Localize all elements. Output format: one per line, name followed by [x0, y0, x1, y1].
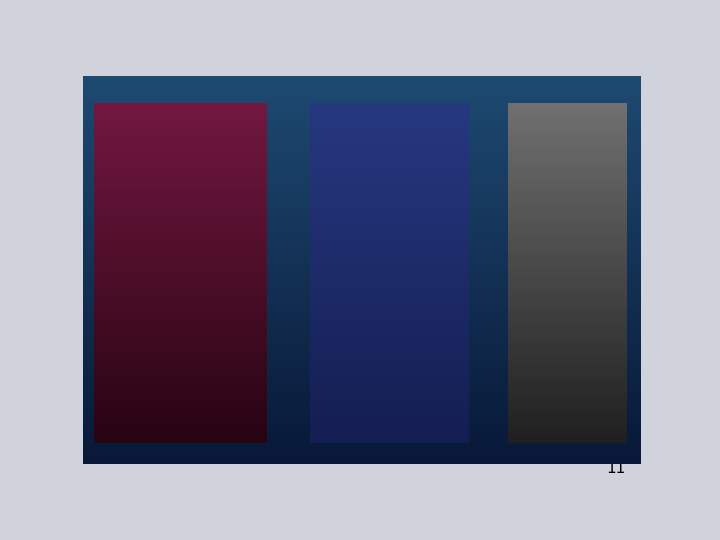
Text: $x_1$: $x_1$	[183, 167, 202, 184]
Text: 100: 100	[217, 236, 247, 251]
Text: .: .	[230, 293, 235, 308]
Text: Solving for the Estimates of $\beta_0$,  $\beta_1$,  $\beta_2$: Solving for the Estimates of $\beta_0$, …	[123, 86, 615, 114]
Text: $R^2$ =: $R^2$ =	[502, 299, 542, 319]
Text: .: .	[270, 293, 275, 308]
Text: 43: 43	[263, 236, 282, 251]
Text: $b_1$ =: $b_1$ =	[503, 244, 541, 264]
Text: .: .	[189, 293, 194, 308]
Text: 4: 4	[187, 207, 197, 222]
Text: etc.: etc.	[507, 350, 538, 367]
Text: Multiple: Multiple	[361, 267, 422, 282]
Text: Package: Package	[359, 210, 423, 225]
Text: $x_2$: $x_2$	[223, 167, 241, 184]
Text: Input Data: Input Data	[173, 151, 264, 166]
Text: 3: 3	[187, 328, 197, 342]
Text: 30: 30	[263, 328, 282, 342]
Text: $b_2$ =: $b_2$ =	[503, 269, 541, 291]
Text: Computer: Computer	[354, 181, 429, 196]
Text: 7: 7	[187, 236, 197, 251]
Text: for Solving: for Solving	[351, 239, 432, 253]
Text: Problems: Problems	[356, 325, 427, 340]
Text: 24: 24	[263, 207, 282, 222]
Text: .: .	[189, 267, 194, 282]
Text: 11: 11	[606, 461, 626, 476]
Text: $b_0$ =: $b_0$ =	[503, 217, 541, 238]
Text: .: .	[270, 267, 275, 282]
Text: .: .	[230, 267, 235, 282]
Text: Regression: Regression	[349, 296, 433, 311]
Text: Least Squares
Output: Least Squares Output	[481, 136, 592, 168]
Text: 89: 89	[222, 328, 242, 342]
Text: $y$: $y$	[266, 166, 279, 184]
Text: 78: 78	[222, 207, 242, 222]
